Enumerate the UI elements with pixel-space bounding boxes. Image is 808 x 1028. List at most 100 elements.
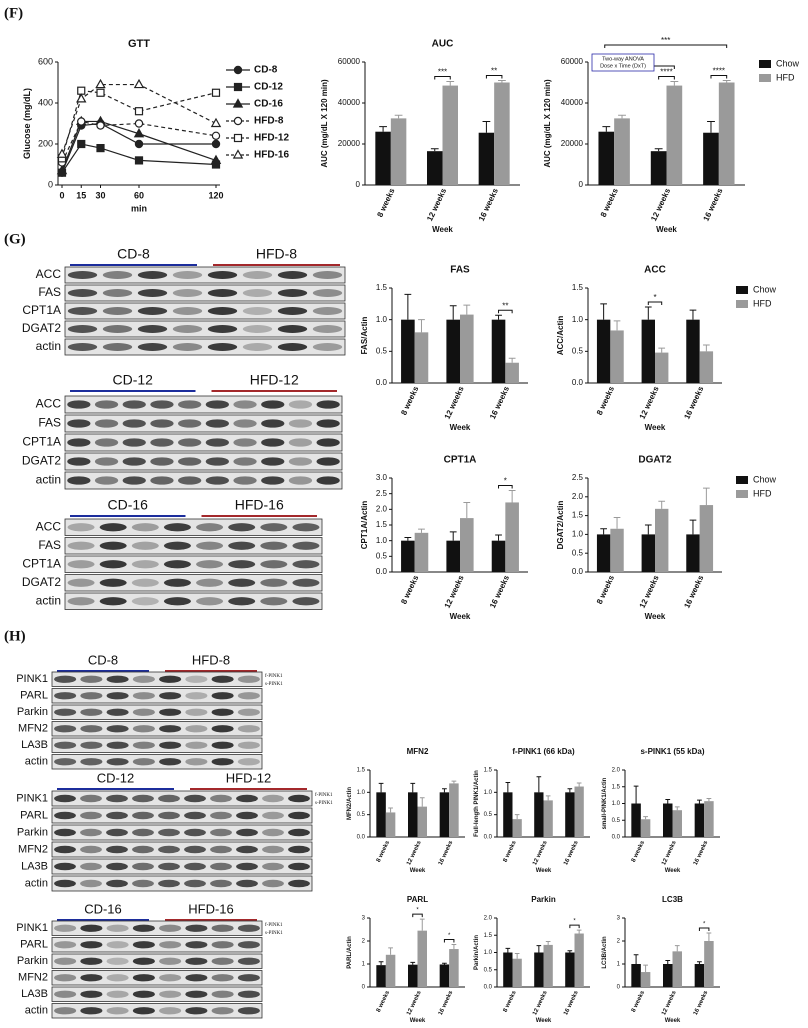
- band: [172, 343, 203, 351]
- band: [228, 578, 256, 587]
- error-bar: [482, 120, 491, 133]
- legend-label: CD-12: [254, 82, 283, 93]
- row-label: Parkin: [17, 706, 48, 718]
- band: [67, 476, 91, 485]
- y-axis-label: PARL/Actin: [347, 936, 353, 969]
- band: [211, 708, 234, 716]
- band: [262, 811, 284, 820]
- bar: [655, 508, 669, 572]
- band: [261, 438, 285, 447]
- blot-strip: [64, 574, 323, 592]
- y-tick-label: 0: [356, 180, 361, 189]
- blot-strip: [51, 920, 263, 936]
- band: [94, 400, 119, 409]
- group-label: CD-12: [113, 372, 154, 388]
- error-bar: [674, 806, 680, 811]
- band: [159, 990, 182, 998]
- marker: [95, 78, 106, 89]
- band: [158, 811, 180, 820]
- x-tick-label: 60: [134, 190, 144, 200]
- band: [292, 560, 320, 569]
- y-tick-label: 1.5: [572, 283, 584, 292]
- band: [106, 675, 129, 683]
- marker: [96, 88, 105, 97]
- band: [102, 307, 133, 315]
- legend-label: HFD-16: [254, 150, 289, 161]
- row-label: ACC: [36, 397, 62, 411]
- group-label: HFD-8: [256, 246, 297, 262]
- marker: [77, 86, 86, 95]
- error-bar: [508, 357, 516, 363]
- bar: [385, 954, 396, 987]
- bar: [596, 534, 611, 572]
- band: [172, 289, 203, 297]
- band: [67, 419, 91, 428]
- significance-label: *: [504, 477, 507, 486]
- bar: [565, 792, 575, 837]
- y-tick-label: 1.0: [376, 536, 388, 545]
- marker: [133, 128, 145, 138]
- band: [137, 271, 168, 279]
- y-tick-label: 0: [617, 985, 621, 991]
- band: [242, 307, 273, 315]
- panel-label: (G): [4, 231, 26, 247]
- bar: [534, 952, 544, 987]
- blot-strip: [64, 433, 343, 452]
- band: [237, 675, 260, 683]
- band: [99, 523, 127, 532]
- bar: [446, 319, 460, 383]
- error-bar: [703, 487, 710, 506]
- blot-strip: [51, 688, 263, 704]
- band: [106, 879, 128, 888]
- band: [242, 325, 273, 333]
- band: [159, 924, 182, 932]
- band: [106, 941, 129, 949]
- bar: [672, 951, 682, 987]
- band: [316, 438, 340, 447]
- y-tick-label: 2.0: [572, 492, 584, 501]
- error-bar: [446, 80, 455, 86]
- y-tick-label: 0.0: [357, 835, 366, 841]
- significance-label: *: [416, 908, 419, 914]
- error-bar: [633, 785, 639, 804]
- blot-strip: [51, 858, 313, 875]
- legend-swatch: [736, 286, 748, 294]
- chart-title: PARL: [407, 895, 428, 904]
- y-tick-label: 1.0: [484, 790, 493, 796]
- y-axis-label: DGAT2/Actin: [556, 501, 565, 550]
- x-tick-label: 15: [76, 190, 86, 200]
- band: [233, 438, 257, 447]
- error-bar: [600, 528, 607, 535]
- band: [54, 974, 77, 982]
- band: [178, 419, 202, 428]
- legend-label: HFD: [753, 298, 772, 308]
- bar: [699, 505, 714, 572]
- chart-title: FAS: [450, 265, 470, 276]
- row-label: PARL: [20, 690, 48, 702]
- bar: [694, 803, 705, 837]
- y-axis-label: MFN2/Actin: [347, 787, 353, 820]
- y-tick-label: 0.0: [376, 567, 388, 576]
- band: [210, 811, 232, 820]
- band: [312, 307, 343, 315]
- group-label: CD-8: [117, 246, 150, 262]
- band: [99, 597, 127, 606]
- band: [288, 400, 313, 409]
- band-marker: f-PINK1: [315, 793, 333, 798]
- band: [102, 289, 133, 297]
- y-tick-label: 0.0: [572, 378, 584, 387]
- band: [159, 741, 182, 749]
- significance-bracket: [604, 44, 728, 48]
- y-tick-label: 60000: [338, 57, 361, 66]
- band: [184, 828, 206, 837]
- blot-strip: [51, 986, 263, 1002]
- bar: [640, 819, 651, 837]
- band: [94, 457, 119, 466]
- band: [137, 325, 168, 333]
- blot-strip: [64, 395, 343, 414]
- row-label: actin: [25, 1005, 48, 1017]
- band: [54, 990, 77, 998]
- y-tick-label: 1.0: [572, 530, 584, 539]
- marker: [96, 121, 105, 130]
